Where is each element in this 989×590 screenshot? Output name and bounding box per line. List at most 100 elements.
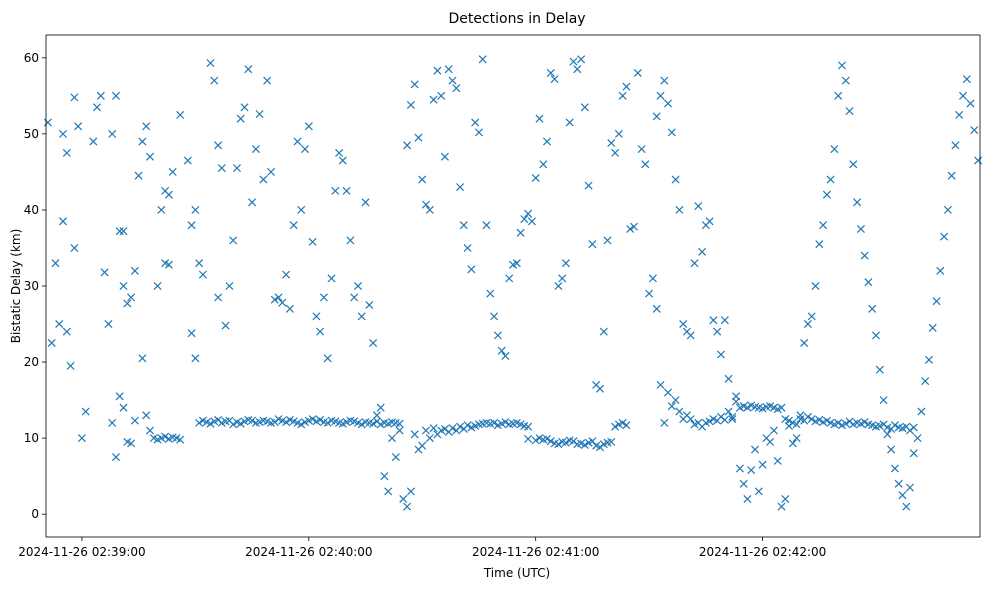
data-point — [856, 224, 865, 234]
data-point — [747, 466, 756, 475]
data-point — [656, 91, 665, 100]
data-point — [905, 483, 915, 492]
data-point — [546, 68, 555, 78]
data-point — [667, 402, 676, 411]
data-point — [777, 502, 786, 511]
data-point — [947, 171, 956, 180]
data-point — [841, 76, 850, 85]
data-point — [524, 434, 533, 443]
data-point — [157, 205, 166, 214]
data-point — [671, 175, 680, 184]
data-point — [346, 236, 355, 245]
data-point — [119, 403, 128, 412]
data-point — [418, 175, 427, 184]
data-point — [743, 403, 752, 412]
data-point — [614, 129, 623, 138]
data-point — [191, 205, 200, 214]
data-point — [524, 209, 533, 218]
data-point — [698, 247, 707, 256]
data-point — [369, 419, 378, 428]
y-axis-title: Bistatic Delay (km) — [9, 229, 23, 344]
data-point — [966, 99, 975, 108]
data-point — [161, 259, 170, 268]
data-point — [161, 432, 170, 441]
data-point — [361, 198, 370, 207]
data-point — [58, 129, 68, 138]
data-point — [520, 215, 529, 224]
data-point — [962, 75, 971, 84]
data-point — [47, 338, 56, 348]
data-point — [123, 437, 132, 446]
data-point — [754, 487, 763, 496]
data-point — [293, 137, 302, 146]
x-tick-label: 2024-11-26 02:41:00 — [472, 545, 599, 559]
data-point — [55, 319, 64, 329]
data-point — [51, 259, 60, 268]
data-point — [618, 91, 627, 100]
data-point — [176, 110, 185, 119]
data-point — [811, 281, 820, 291]
data-point — [145, 426, 155, 435]
data-point — [728, 415, 737, 424]
data-point — [849, 160, 858, 169]
data-point — [357, 312, 366, 321]
data-point — [474, 128, 484, 137]
data-point — [501, 418, 510, 427]
data-point — [221, 321, 230, 330]
data-point — [705, 217, 714, 226]
data-point — [142, 411, 151, 420]
data-point — [164, 190, 173, 199]
data-point — [917, 407, 926, 416]
data-point — [807, 415, 816, 424]
data-point — [663, 388, 673, 397]
data-point — [232, 164, 242, 173]
data-point — [531, 436, 540, 445]
data-point — [675, 407, 684, 416]
data-point — [331, 186, 340, 195]
data-point — [206, 419, 215, 428]
y-tick-label: 40 — [24, 203, 39, 217]
data-point — [924, 355, 934, 364]
data-point — [561, 438, 570, 447]
data-point — [421, 426, 431, 435]
data-point — [316, 327, 325, 336]
data-point — [403, 502, 412, 511]
data-point — [255, 110, 264, 119]
data-point — [490, 312, 499, 321]
data-point — [452, 84, 461, 93]
data-point — [319, 293, 328, 302]
data-point — [399, 494, 408, 504]
data-point — [145, 152, 155, 161]
x-axis: 2024-11-26 02:39:00 2024-11-26 02:40:00 20… — [18, 537, 826, 559]
data-point — [535, 114, 544, 123]
data-point — [357, 420, 366, 429]
data-point — [92, 103, 102, 112]
data-point — [493, 331, 502, 340]
data-point — [792, 420, 801, 429]
data-point — [887, 445, 896, 454]
data-point — [743, 494, 752, 504]
data-point — [656, 380, 665, 389]
data-point — [187, 221, 196, 230]
data-point — [890, 421, 899, 430]
data-point — [323, 354, 332, 363]
data-point — [580, 440, 589, 450]
data-point — [248, 198, 257, 207]
data-point — [890, 464, 899, 473]
data-point — [879, 396, 888, 405]
data-point — [550, 75, 559, 84]
data-point — [958, 91, 968, 100]
y-tick-label: 30 — [24, 279, 39, 293]
data-point — [58, 217, 68, 226]
data-point — [130, 416, 139, 425]
data-point — [561, 259, 570, 268]
data-point — [902, 502, 911, 511]
data-point — [210, 76, 219, 85]
data-point — [819, 221, 828, 230]
data-point — [312, 312, 321, 321]
data-point — [353, 281, 363, 291]
data-point — [308, 237, 317, 246]
x-tick-label: 2024-11-26 02:39:00 — [18, 545, 145, 559]
data-point — [577, 55, 586, 64]
